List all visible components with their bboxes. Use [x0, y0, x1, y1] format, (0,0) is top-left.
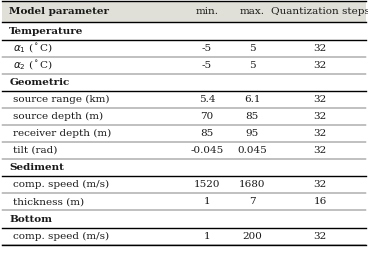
- Text: -0.045: -0.045: [190, 146, 224, 155]
- Text: Quantization steps: Quantization steps: [271, 7, 368, 16]
- Text: 32: 32: [314, 95, 327, 104]
- Text: Temperature: Temperature: [9, 27, 84, 36]
- Text: 32: 32: [314, 61, 327, 70]
- Text: Model parameter: Model parameter: [9, 7, 109, 16]
- Text: receiver depth (m): receiver depth (m): [13, 129, 111, 138]
- Text: 95: 95: [245, 129, 259, 138]
- Text: 0.045: 0.045: [237, 146, 267, 155]
- Text: min.: min.: [195, 7, 219, 16]
- Text: 1520: 1520: [194, 180, 220, 189]
- Text: 32: 32: [314, 146, 327, 155]
- Text: Sediment: Sediment: [9, 163, 64, 172]
- Text: 7: 7: [249, 197, 255, 206]
- Text: -5: -5: [202, 61, 212, 70]
- Text: max.: max.: [240, 7, 265, 16]
- Text: 32: 32: [314, 112, 327, 121]
- Text: source depth (m): source depth (m): [13, 112, 103, 121]
- Text: 32: 32: [314, 44, 327, 53]
- Text: 1: 1: [204, 232, 210, 241]
- Text: comp. speed (m/s): comp. speed (m/s): [13, 232, 109, 241]
- Text: 6.1: 6.1: [244, 95, 260, 104]
- Text: thickness (m): thickness (m): [13, 197, 84, 206]
- Text: 5.4: 5.4: [199, 95, 215, 104]
- Text: 32: 32: [314, 232, 327, 241]
- Text: tilt (rad): tilt (rad): [13, 146, 57, 155]
- Text: 85: 85: [200, 129, 214, 138]
- Text: Geometric: Geometric: [9, 78, 70, 87]
- Bar: [2, 1, 366, 22]
- Text: Bottom: Bottom: [9, 215, 52, 223]
- Text: 1: 1: [204, 197, 210, 206]
- Text: 200: 200: [242, 232, 262, 241]
- Text: source range (km): source range (km): [13, 95, 109, 104]
- Text: 32: 32: [314, 129, 327, 138]
- Text: -5: -5: [202, 44, 212, 53]
- Text: 16: 16: [314, 197, 327, 206]
- Text: comp. speed (m/s): comp. speed (m/s): [13, 180, 109, 189]
- Text: 1680: 1680: [239, 180, 265, 189]
- Text: $\alpha_2$ ($^\circ$C): $\alpha_2$ ($^\circ$C): [13, 59, 53, 72]
- Text: 5: 5: [249, 61, 255, 70]
- Text: 32: 32: [314, 180, 327, 189]
- Text: 70: 70: [200, 112, 214, 121]
- Text: 5: 5: [249, 44, 255, 53]
- Text: $\alpha_1$ ($^\circ$C): $\alpha_1$ ($^\circ$C): [13, 42, 53, 55]
- Text: 85: 85: [245, 112, 259, 121]
